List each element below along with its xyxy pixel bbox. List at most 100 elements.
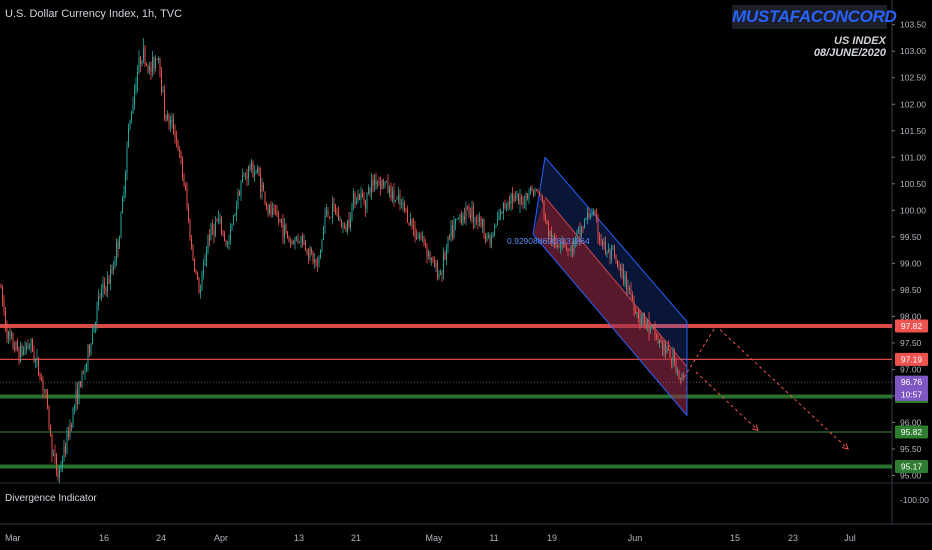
candle-body [276,211,278,216]
candle-body [213,229,215,236]
candle-body [449,236,450,238]
candle-body [489,235,491,245]
candle-body [84,371,86,373]
candle-body [152,57,153,72]
candle-body [528,194,530,199]
candle-body [399,194,401,205]
candle-body [596,214,597,220]
candle-body [429,251,431,261]
price-tick-label: 95.00 [900,471,922,481]
candle-body [96,305,98,324]
projection-arrowhead [752,424,759,432]
candle-body [2,287,3,301]
candle-body [240,182,242,196]
candle-body [312,251,314,262]
candle-body [74,404,75,409]
candle-body [435,262,437,268]
candle-body [480,216,482,227]
candle-body [530,186,531,195]
candle-body [680,378,681,380]
candle-body [327,210,329,217]
candle-body [323,226,324,241]
candle-body [246,176,248,179]
candle-body [413,226,414,228]
candle-body [254,174,255,177]
candle-body [386,181,387,182]
candle-body [422,235,423,238]
channel-label: 0.9290886908031864 [507,236,590,246]
candle-body [347,220,348,232]
candle-body [320,249,321,258]
candle-body [510,193,512,204]
candle-body [314,258,315,262]
price-tick-label: 103.50 [900,20,926,30]
candle-body [672,352,674,364]
candle-body [21,345,23,355]
candle-body [411,218,413,227]
candle-body [315,258,317,264]
candle-body [591,213,593,216]
candle-body [330,216,332,218]
candle-body [59,468,60,478]
candle-body [642,312,644,318]
candle-body [462,215,464,224]
candle-body [434,260,435,268]
candle-body [3,300,5,311]
candle-body [474,219,476,222]
candle-body [441,272,443,274]
candle-body [620,267,621,271]
candle-body [333,203,335,206]
level-tag-97.19 [895,352,928,366]
candle-body [281,218,282,223]
candle-body [257,167,258,173]
candle-body [90,344,92,353]
candle-body [509,201,510,204]
candle-body [164,91,165,117]
candle-body [279,218,281,221]
price-tick-label: 101.00 [900,152,926,162]
candle-body [432,257,434,261]
candle-body [195,270,197,273]
candle-body [555,242,557,247]
candle-body [651,325,653,328]
candle-body [357,194,359,202]
candle-body [221,218,222,234]
channel-upper-line [544,156,688,323]
candle-body [53,453,54,457]
candle-body [459,214,461,218]
candle-body [207,235,209,250]
level-tag-text: 95.17 [901,461,923,471]
candle-body [417,236,419,239]
candle-body [239,191,240,196]
candle-body [0,284,2,288]
candle-body [534,189,536,194]
candle-body [578,228,579,232]
candle-body [77,389,78,404]
candle-body [410,218,411,225]
candle-body [683,373,684,375]
candle-body [579,228,581,237]
candle-body [9,331,11,337]
author-watermark: MUSTAFACONCORD [732,5,897,29]
candle-body [425,243,426,246]
candle-body [564,243,566,246]
candle-body [180,151,182,160]
candle-body [162,91,164,93]
candle-body [546,220,548,224]
candle-body [603,241,605,246]
candle-body [48,406,50,428]
candle-body [455,219,456,225]
candle-body [245,176,246,178]
candle-body [558,246,560,247]
time-tick-label: 11 [489,533,498,543]
candle-body [384,181,386,186]
note-line-2: 08/JUNE/2020 [813,47,886,59]
candle-body [131,113,132,121]
candle-body [197,272,198,279]
candle-body [527,193,528,199]
candle-body [269,205,270,214]
candle-body [182,159,183,177]
candle-body [453,224,455,238]
candle-body [191,240,192,247]
